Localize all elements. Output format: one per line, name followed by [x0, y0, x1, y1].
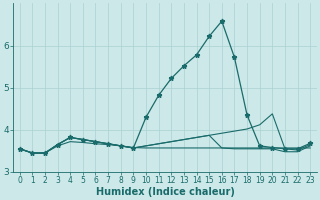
X-axis label: Humidex (Indice chaleur): Humidex (Indice chaleur) [96, 187, 234, 197]
